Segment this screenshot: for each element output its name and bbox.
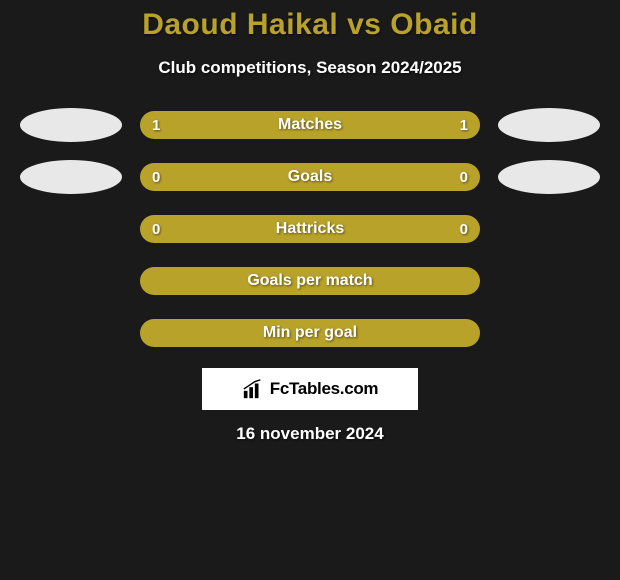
- player-right-avatar: [498, 160, 600, 194]
- avatar-spacer: [498, 316, 600, 350]
- stat-row: 0 Hattricks 0: [0, 212, 620, 246]
- stat-row: Min per goal: [0, 316, 620, 350]
- avatar-spacer: [20, 316, 122, 350]
- stat-bar-min-per-goal: Min per goal: [140, 319, 480, 347]
- avatar-spacer: [498, 212, 600, 246]
- stat-value-left: 1: [152, 117, 168, 134]
- stat-row: Goals per match: [0, 264, 620, 298]
- stat-bar-hattricks: 0 Hattricks 0: [140, 215, 480, 243]
- stat-label: Hattricks: [276, 220, 344, 238]
- stat-row: 0 Goals 0: [0, 160, 620, 194]
- comparison-card: Daoud Haikal vs Obaid Club competitions,…: [0, 0, 620, 444]
- stat-label: Min per goal: [263, 324, 357, 342]
- player-left-avatar: [20, 160, 122, 194]
- stat-value-left: 0: [152, 169, 168, 186]
- stat-label: Goals: [288, 168, 332, 186]
- stat-row: 1 Matches 1: [0, 108, 620, 142]
- avatar-spacer: [498, 264, 600, 298]
- bar-chart-icon: [242, 378, 264, 400]
- stat-bar-goals: 0 Goals 0: [140, 163, 480, 191]
- player-right-avatar: [498, 108, 600, 142]
- stat-label: Goals per match: [247, 272, 372, 290]
- stat-bar-matches: 1 Matches 1: [140, 111, 480, 139]
- stat-value-right: 1: [452, 117, 468, 134]
- stat-value-left: 0: [152, 221, 168, 238]
- subtitle: Club competitions, Season 2024/2025: [0, 58, 620, 78]
- stat-label: Matches: [278, 116, 342, 134]
- stat-bar-goals-per-match: Goals per match: [140, 267, 480, 295]
- stat-value-right: 0: [452, 221, 468, 238]
- page-title: Daoud Haikal vs Obaid: [0, 8, 620, 42]
- stat-value-right: 0: [452, 169, 468, 186]
- site-logo[interactable]: FcTables.com: [202, 368, 418, 410]
- avatar-spacer: [20, 212, 122, 246]
- avatar-spacer: [20, 264, 122, 298]
- logo-text: FcTables.com: [270, 379, 379, 399]
- date-label: 16 november 2024: [0, 424, 620, 444]
- player-left-avatar: [20, 108, 122, 142]
